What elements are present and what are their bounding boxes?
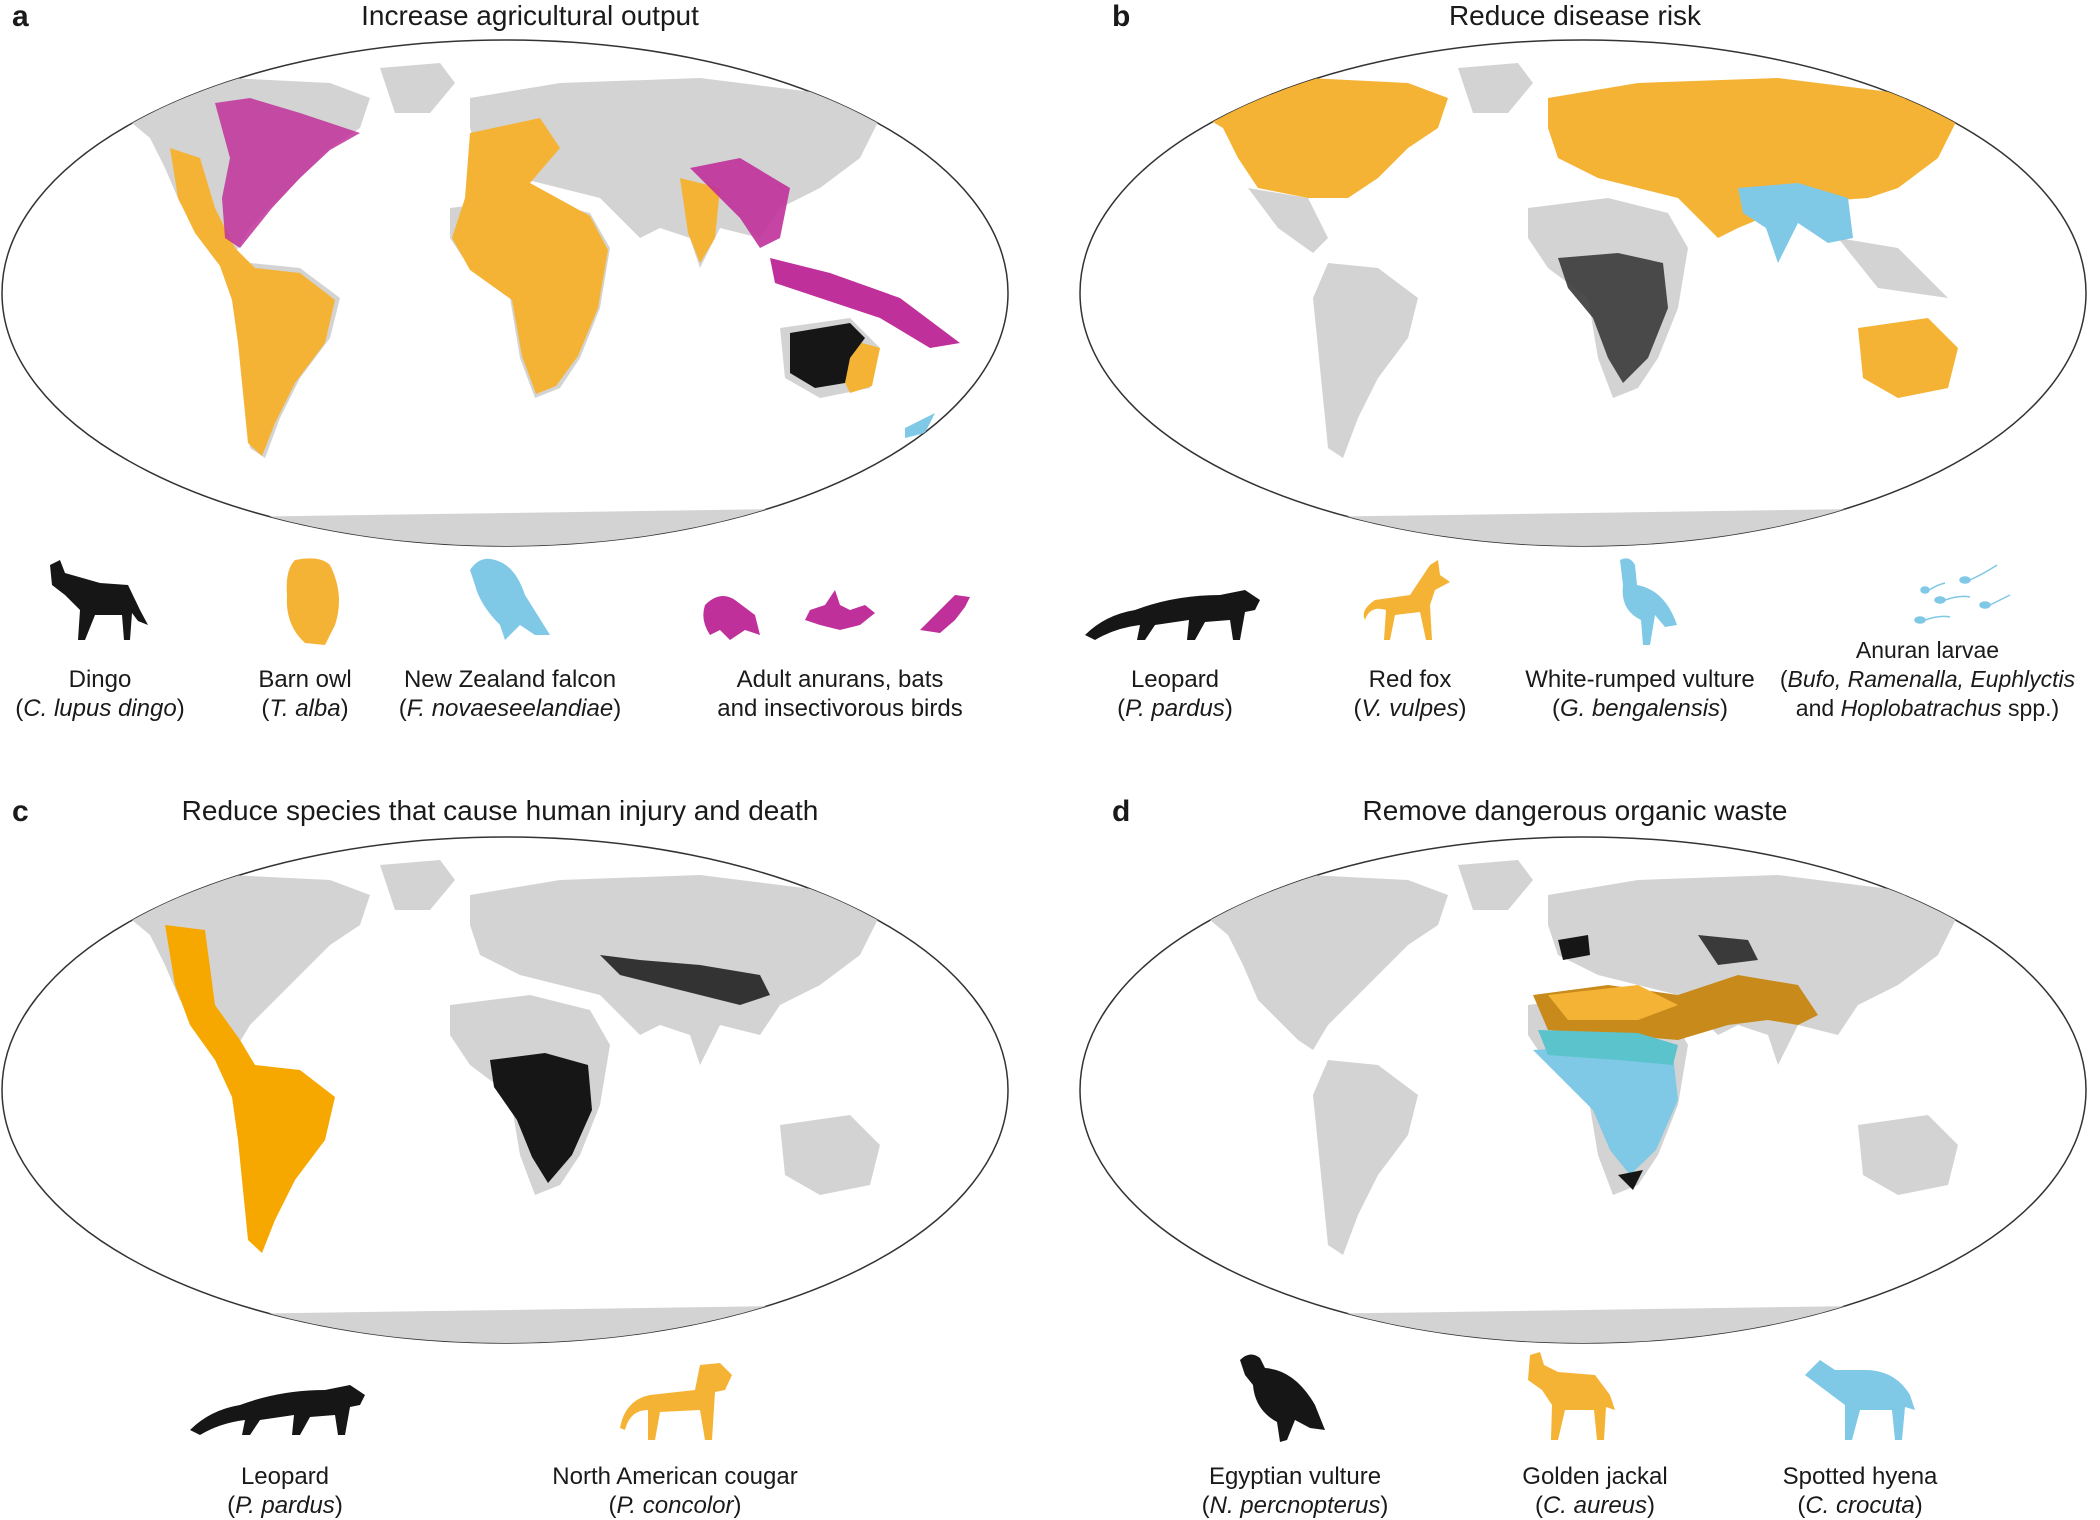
hyena-icon <box>1805 1360 1915 1440</box>
world-map-c <box>1 836 1009 1344</box>
land-central-america <box>1248 188 1328 253</box>
range-red-fox-na <box>1198 78 1448 198</box>
legend-item-barn-owl: Barn owl (T. alba) <box>258 666 352 722</box>
land-se-asia <box>1838 238 1948 298</box>
legend-item-cougar: North American cougar (P. concolor) <box>552 1463 798 1519</box>
panel-letter-d: d <box>1112 795 1131 828</box>
world-map-d <box>1079 836 2087 1344</box>
range-egyptian-vulture-sa <box>1618 1170 1643 1190</box>
egyptian-vulture-icon <box>1240 1354 1325 1442</box>
world-map-a <box>1 39 1009 547</box>
dingo-icon <box>50 560 148 640</box>
owl-icon <box>286 558 339 645</box>
legend-item-anuran-larvae: Anuran larvae (Bufo, Ramenalla, Euphlyct… <box>1779 637 2076 721</box>
land-greenland <box>1458 860 1533 910</box>
land-antarctica <box>110 1305 900 1343</box>
range-cougar <box>165 925 335 1253</box>
land-north-america <box>1198 875 1448 1050</box>
jackal-icon <box>1528 1352 1615 1440</box>
range-barn-owl-india <box>680 178 720 263</box>
legend-item-nz-falcon: New Zealand falcon (F. novaeseelandiae) <box>398 666 622 722</box>
falcon-icon <box>470 558 550 640</box>
range-barn-owl-americas <box>170 148 335 456</box>
land-greenland <box>1458 63 1533 113</box>
panel-title-c: Reduce species that cause human injury a… <box>181 795 819 826</box>
tadpole-icon <box>1914 564 2011 624</box>
legend-item-leopard: Leopard (P. pardus) <box>1117 666 1233 722</box>
land-eurasia <box>470 78 880 268</box>
frog-bat-bird-icon <box>703 590 970 640</box>
range-insectivores-asia <box>690 158 790 248</box>
range-leopard-africa <box>1558 253 1668 383</box>
range-overlap <box>1538 1030 1678 1065</box>
land-south-america <box>1313 263 1418 458</box>
panel-title-d: Remove dangerous organic waste <box>1362 795 1788 826</box>
fox-icon <box>1363 560 1450 640</box>
panel-title-b: Reduce disease risk <box>1448 0 1702 31</box>
leopard-icon <box>1085 590 1260 640</box>
land-antarctica <box>110 508 900 546</box>
world-map-b <box>1079 39 2087 547</box>
panel-letter-b: b <box>1112 0 1131 33</box>
range-jackal-light <box>1548 985 1678 1020</box>
land-eurasia <box>1548 875 1958 1065</box>
range-egyptian-vulture-europe <box>1558 935 1590 960</box>
land-australia <box>1858 1115 1958 1195</box>
range-hyena <box>1533 1045 1678 1175</box>
land-north-america <box>120 875 370 1050</box>
legend-item-golden-jackal: Golden jackal (C. aureus) <box>1522 1463 1668 1519</box>
legend-item-dingo: Dingo (C. lupus dingo) <box>15 666 185 722</box>
legend-item-insectivores: Adult anurans, bats and insectivorous bi… <box>717 666 963 722</box>
land-south-america <box>1313 1060 1418 1255</box>
range-leopard-asia <box>600 955 770 1005</box>
land-greenland <box>380 63 455 113</box>
range-insectivores-indonesia <box>770 258 960 348</box>
panel-letter-c: c <box>12 795 29 828</box>
land-antarctica <box>1188 1305 1978 1343</box>
range-red-fox-eurasia <box>1548 78 1958 238</box>
range-insectivores-americas <box>215 98 360 248</box>
legend-item-egyptian-vulture: Egyptian vulture (N. percnopterus) <box>1201 1463 1389 1519</box>
range-red-fox-australia <box>1858 318 1958 398</box>
cougar-icon <box>620 1363 732 1440</box>
land-australia <box>780 1115 880 1195</box>
range-nz-falcon <box>905 413 935 438</box>
range-vulture <box>1738 183 1853 263</box>
panel-title-a: Increase agricultural output <box>361 0 699 31</box>
legend-item-spotted-hyena: Spotted hyena (C. crocuta) <box>1782 1463 1938 1519</box>
range-leopard-africa <box>490 1053 592 1183</box>
land-greenland <box>380 860 455 910</box>
legend-item-leopard-c: Leopard (P. pardus) <box>227 1463 343 1519</box>
range-barn-owl-europe-africa <box>452 118 608 394</box>
range-dingo <box>790 323 865 388</box>
legend-item-red-fox: Red fox (V. vulpes) <box>1353 666 1467 722</box>
land-antarctica <box>1188 508 1978 546</box>
leopard-icon <box>190 1385 365 1435</box>
vulture-icon <box>1620 558 1677 645</box>
legend-item-white-rumped-vulture: White-rumped vulture (G. bengalensis) <box>1525 666 1755 722</box>
panel-letter-a: a <box>12 0 29 33</box>
range-egyptian-vulture-asia <box>1698 935 1758 965</box>
